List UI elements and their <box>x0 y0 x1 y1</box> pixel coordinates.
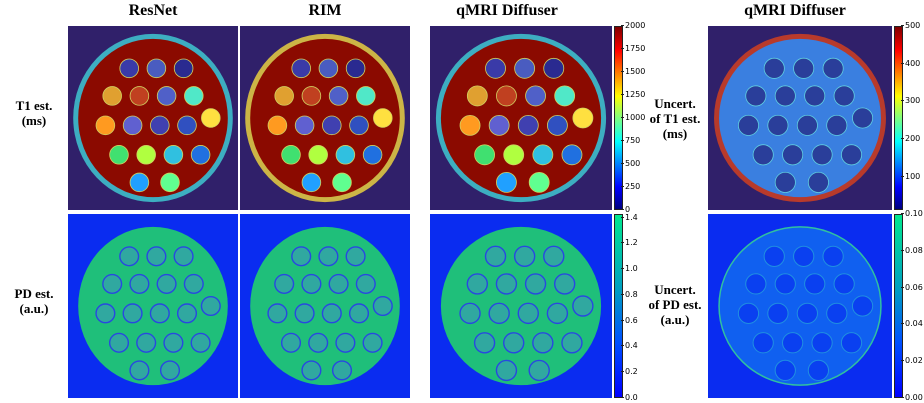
colorbar-unc-pd-tick-0: 0.10 <box>901 209 923 218</box>
column-title-qmri-diffuser-uncertainty: qMRI Diffuser <box>744 2 846 19</box>
colorbar-t1-tick-0: 2000 <box>620 21 646 30</box>
colorbar-unc-t1-tick-1: 400 <box>900 58 921 68</box>
row-label-uncert-t1-line1: Uncert. <box>654 96 696 111</box>
colorbar-pd-tick-7: 0.0 <box>621 393 638 402</box>
colorbar-t1-tick-1: 1750 <box>620 44 646 53</box>
image-t1-rim <box>240 26 410 210</box>
column-title-resnet: ResNet <box>128 2 178 19</box>
colorbar-uncert-t1 <box>894 26 903 210</box>
colorbar-pd-tick-0: 1.4 <box>621 212 638 222</box>
colorbar-pd-tick-2: 1.0 <box>621 264 638 274</box>
image-t1-qmri-diffuser <box>430 26 612 210</box>
colorbar-unc-pd-tick-5: 0.00 <box>901 393 923 402</box>
colorbar-t1-tick-7: 250 <box>620 182 641 191</box>
colorbar-pd-tick-3: 0.8 <box>621 289 638 299</box>
row-label-uncert-pd-line3: (a.u.) <box>660 312 690 327</box>
image-t1-uncertainty <box>708 26 892 210</box>
colorbar-unc-t1-tick-0: 500 <box>900 21 921 30</box>
colorbar-unc-pd-tick-4: 0.02 <box>901 356 923 366</box>
colorbar-unc-pd-tick-1: 0.08 <box>901 245 923 255</box>
colorbar-pd-tick-5: 0.4 <box>621 341 638 351</box>
colorbar-t1 <box>614 26 623 210</box>
row-label-pd-line2: (a.u.) <box>19 301 49 316</box>
row-label-uncert-t1: Uncert. of T1 est. (ms) <box>642 96 708 141</box>
row-label-uncert-pd-line2: of PD est. <box>648 297 702 312</box>
colorbar-t1-tick-8: 0 <box>620 205 631 214</box>
image-pd-qmri-diffuser <box>430 214 612 398</box>
colorbar-pd-tick-1: 1.2 <box>621 238 638 248</box>
row-label-pd-line1: PD est. <box>14 286 54 301</box>
row-label-uncert-pd: Uncert. of PD est. (a.u.) <box>642 282 708 327</box>
row-label-uncert-t1-line2: of T1 est. <box>649 111 701 126</box>
row-label-uncert-t1-line3: (ms) <box>662 126 688 141</box>
row-label-pd: PD est. (a.u.) <box>4 286 64 316</box>
colorbar-pd-tick-6: 0.2 <box>621 367 638 377</box>
row-label-uncert-pd-line1: Uncert. <box>654 282 696 297</box>
colorbar-t1-tick-2: 1500 <box>620 67 646 76</box>
colorbar-unc-pd-tick-3: 0.04 <box>901 319 923 329</box>
colorbar-unc-t1-tick-4: 100 <box>900 171 921 181</box>
colorbar-pd <box>614 214 623 398</box>
colorbar-uncert-pd <box>894 214 903 398</box>
colorbar-unc-t1-tick-2: 300 <box>900 96 921 106</box>
colorbar-t1-tick-6: 500 <box>620 159 641 168</box>
colorbar-pd-tick-4: 0.6 <box>621 315 638 325</box>
image-t1-resnet <box>68 26 238 210</box>
colorbar-t1-tick-5: 750 <box>620 136 641 145</box>
colorbar-t1-tick-4: 1000 <box>620 113 646 122</box>
row-label-t1: T1 est. (ms) <box>4 98 64 128</box>
row-label-t1-line1: T1 est. <box>15 98 53 113</box>
column-title-qmri-diffuser: qMRI Diffuser <box>456 2 558 19</box>
row-label-t1-line2: (ms) <box>21 113 47 128</box>
column-title-rim: RIM <box>308 2 342 19</box>
image-pd-resnet <box>68 214 238 398</box>
image-pd-uncertainty <box>708 214 892 398</box>
colorbar-unc-t1-tick-3: 200 <box>900 134 921 144</box>
colorbar-t1-tick-3: 1250 <box>620 90 646 99</box>
colorbar-unc-pd-tick-2: 0.06 <box>901 282 923 292</box>
image-pd-rim <box>240 214 410 398</box>
